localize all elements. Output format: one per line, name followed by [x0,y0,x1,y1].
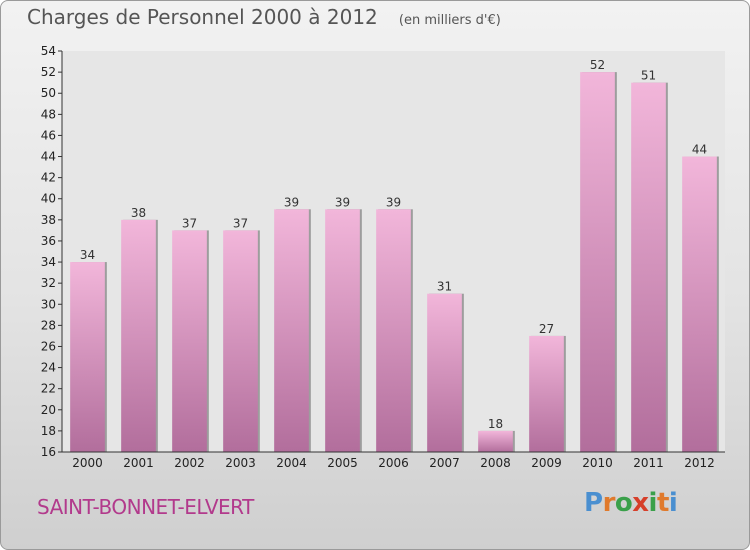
y-tick-label-36: 36 [41,234,56,248]
bar-2008[interactable] [478,430,513,452]
logo-letter: i [668,488,678,518]
y-tick-label-50: 50 [41,86,56,100]
data-label-2006: 39 [386,195,401,209]
bar-2005[interactable] [325,209,360,452]
data-label-2008: 18 [488,417,503,431]
chart-subtitle: (en milliers d'€) [398,13,501,28]
y-tick-label-30: 30 [41,297,56,311]
bar-2003[interactable] [223,230,258,452]
bar-2010[interactable] [580,72,615,453]
y-tick-label-32: 32 [41,276,56,290]
x-tick-label-2009: 2009 [531,456,562,470]
y-tick-label-54: 54 [41,44,56,58]
y-tick-label-52: 52 [41,65,56,79]
data-label-2001: 38 [131,206,146,220]
logo-letter: P [584,488,603,518]
x-tick-label-2011: 2011 [633,456,664,470]
bar-2000[interactable] [70,262,105,452]
x-tick-label-2007: 2007 [429,456,460,470]
y-tick-label-42: 42 [41,171,56,185]
x-tick-label-2001: 2001 [123,456,154,470]
x-tick-label-2000: 2000 [72,456,103,470]
bar-2009[interactable] [529,335,564,452]
x-tick-label-2006: 2006 [378,456,409,470]
bars-layer [70,72,719,453]
y-tick-label-44: 44 [41,150,56,164]
logo-letter: r [602,488,616,518]
logo-letter: i [648,488,658,518]
bar-2011[interactable] [631,82,666,452]
x-tick-label-2003: 2003 [225,456,256,470]
x-tick-label-2010: 2010 [582,456,613,470]
data-label-2007: 31 [437,280,452,294]
x-tick-label-2002: 2002 [174,456,205,470]
y-tick-label-46: 46 [41,128,56,142]
bar-2001[interactable] [121,219,156,452]
y-tick-label-34: 34 [41,255,56,269]
bar-2006[interactable] [376,209,411,452]
y-tick-label-40: 40 [41,192,56,206]
x-tick-label-2012: 2012 [684,456,715,470]
x-tick-label-2008: 2008 [480,456,511,470]
chart-title: Charges de Personnel 2000 à 2012 [27,5,378,29]
y-tick-label-20: 20 [41,403,56,417]
data-label-2012: 44 [692,143,707,157]
y-tick-label-48: 48 [41,107,56,121]
y-tick-label-38: 38 [41,213,56,227]
y-tick-label-16: 16 [41,445,56,459]
logo-letter: t [656,488,669,518]
data-label-2002: 37 [182,216,197,230]
data-label-2000: 34 [80,248,95,262]
logo-letter: o [614,488,633,518]
proxiti-logo[interactable]: Proxiti [584,488,678,518]
y-tick-label-28: 28 [41,318,56,332]
commune-name: SAINT-BONNET-ELVERT [37,495,254,519]
y-tick-label-26: 26 [41,339,56,353]
y-tick-label-22: 22 [41,382,56,396]
data-label-2004: 39 [284,195,299,209]
data-label-2009: 27 [539,322,554,336]
title-row: Charges de Personnel 2000 à 2012 (en mil… [27,5,501,29]
x-tick-label-2004: 2004 [276,456,307,470]
bar-2012[interactable] [682,156,717,453]
data-labels: 34 38 37 37 39 39 39 31 18 27 52 51 44 [80,58,707,431]
data-label-2010: 52 [590,58,605,72]
y-tick-label-24: 24 [41,361,56,375]
y-tick-label-18: 18 [41,424,56,438]
bar-2004[interactable] [274,209,309,452]
y-axis-ticks: 16 18 20 22 24 26 28 30 32 34 36 38 40 42 44 46 48 50 52 54 [41,44,62,459]
x-tick-label-2005: 2005 [327,456,358,470]
bar-2007[interactable] [427,293,462,452]
x-axis-ticks: 2000 2001 2002 2003 2004 2005 2006 2007 2008 2009… [72,456,715,470]
data-label-2005: 39 [335,195,350,209]
bar-2002[interactable] [172,230,207,452]
data-label-2003: 37 [233,216,248,230]
logo-letter: x [632,488,649,518]
data-label-2011: 51 [641,69,656,83]
